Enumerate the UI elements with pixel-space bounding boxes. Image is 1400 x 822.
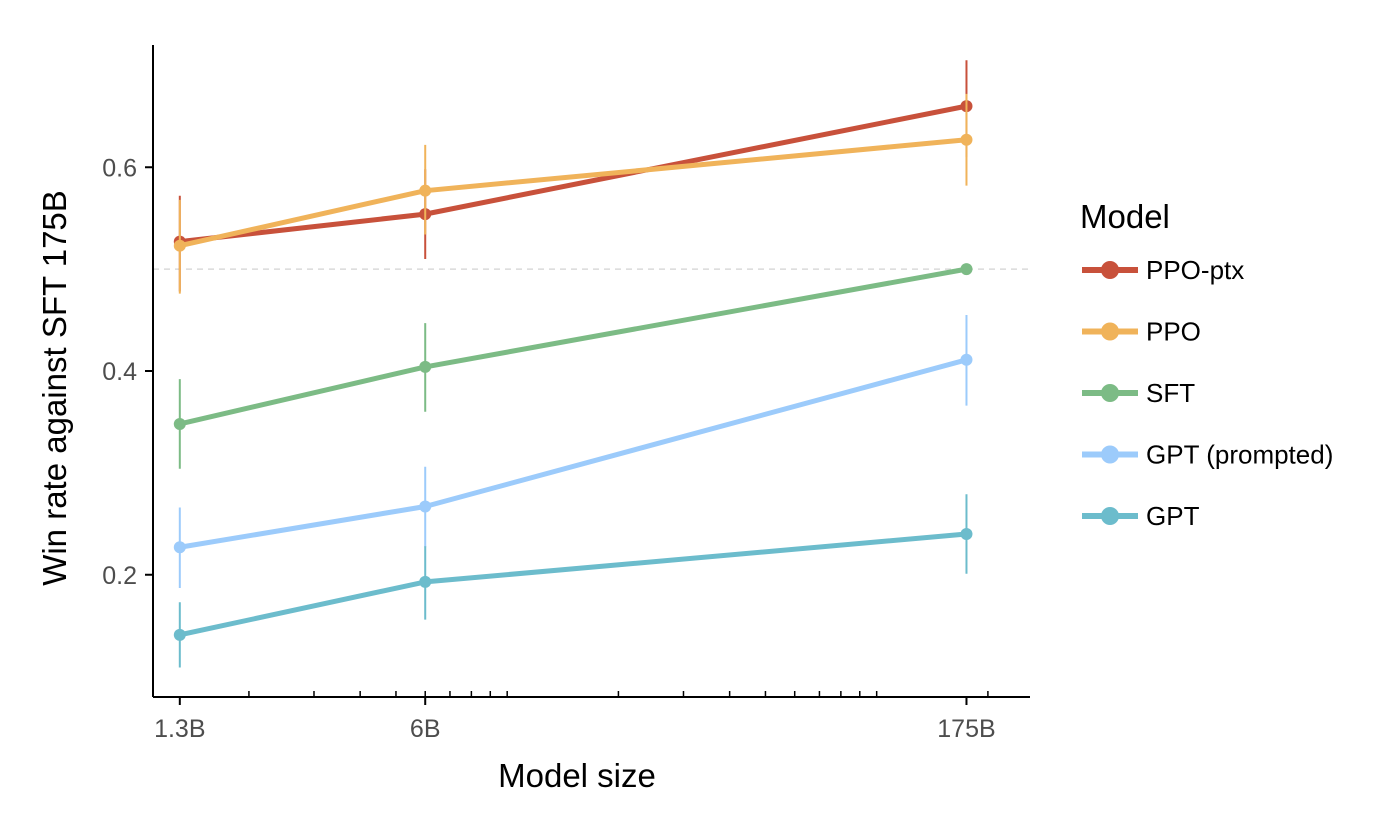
y-axis-title: Win rate against SFT 175B: [36, 190, 73, 586]
x-tick-label: 1.3B: [154, 715, 205, 743]
x-axis-title: Model size: [498, 757, 656, 794]
x-tick-label: 6B: [410, 715, 441, 743]
data-point: [419, 184, 432, 197]
data-point: [173, 239, 186, 252]
data-point: [419, 500, 432, 513]
legend-label: GPT: [1146, 501, 1200, 531]
axes-layer: 0.2 0.4 0.6 1.3B 6B 175B: [102, 45, 1030, 743]
data-point: [960, 133, 973, 146]
data-point: [960, 263, 973, 276]
legend-item: GPT: [1082, 501, 1200, 531]
data-point: [960, 353, 973, 366]
data-point: [419, 575, 432, 588]
legend-items: PPO-ptx PPO SFT GPT (prompted) GPT: [1082, 255, 1333, 531]
y-tick-label: 0.2: [102, 562, 137, 590]
legend-item: PPO: [1082, 317, 1201, 347]
legend-title: Model: [1080, 198, 1170, 235]
series-gpt: [173, 494, 973, 668]
series-gpt-prompted-: [173, 314, 973, 588]
legend-label: GPT (prompted): [1146, 440, 1333, 470]
legend-swatch-point: [1101, 445, 1119, 464]
y-tick-label: 0.4: [102, 358, 137, 386]
legend-swatch-point: [1101, 507, 1119, 525]
legend-swatch-point: [1101, 384, 1119, 402]
legend-swatch-point: [1101, 261, 1119, 279]
legend-item: SFT: [1082, 378, 1195, 408]
data-point: [173, 417, 186, 430]
data-point: [173, 628, 186, 641]
legend-item: PPO-ptx: [1082, 255, 1244, 285]
data-point: [173, 541, 186, 554]
y-tick-label: 0.6: [102, 154, 137, 182]
legend-label: SFT: [1146, 378, 1195, 408]
legend-swatch-point: [1101, 322, 1119, 341]
data-point: [960, 528, 973, 540]
legend-label: PPO-ptx: [1146, 255, 1244, 285]
series-line: [177, 357, 969, 550]
series-line: [177, 531, 969, 638]
legend-label: PPO: [1146, 317, 1201, 347]
legend: Model PPO-ptx PPO SFT GPT (prompted) GPT: [1080, 198, 1333, 531]
series-sft: [173, 263, 973, 469]
series-ppo: [173, 93, 973, 294]
x-tick-label: 175B: [937, 715, 995, 743]
legend-item: GPT (prompted): [1082, 440, 1333, 470]
series-line: [177, 266, 969, 427]
series-layer: [173, 60, 973, 668]
data-point: [419, 360, 432, 373]
